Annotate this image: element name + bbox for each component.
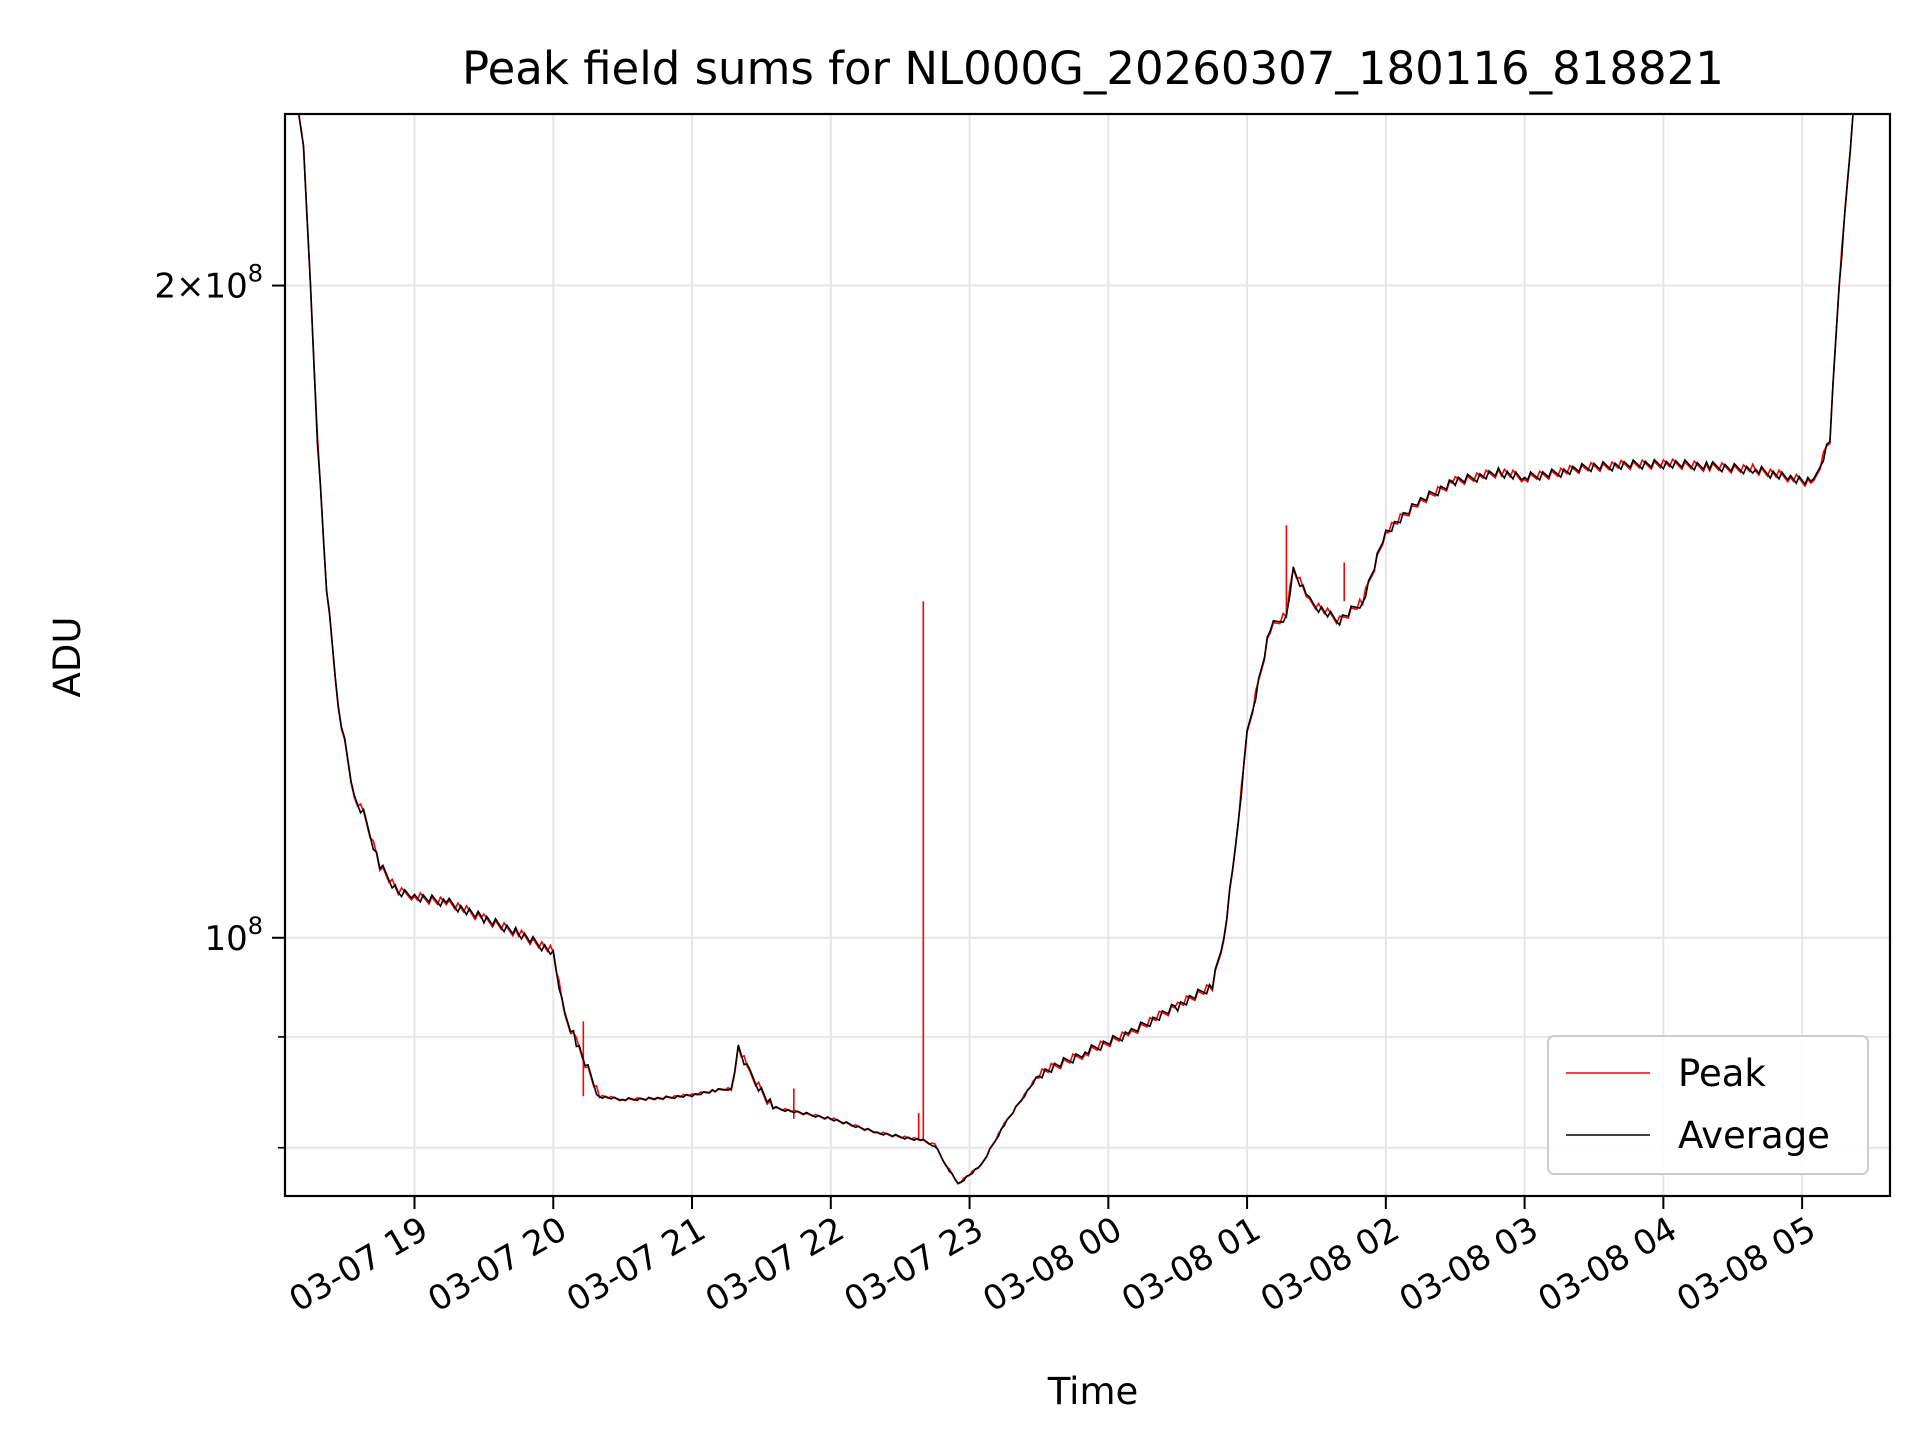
- y-axis: 108 2×108: [154, 260, 285, 1149]
- y-tick-label: 108: [204, 912, 263, 959]
- legend-box: [1547, 1035, 1869, 1175]
- plot-frame: [283, 112, 1892, 1198]
- series-line-average: [298, 114, 1854, 1185]
- y-axis-label: ADU: [46, 617, 89, 698]
- y-tick-label: 2×108: [154, 260, 263, 307]
- grid: [285, 114, 1890, 1196]
- legend: Peak Average: [1547, 1035, 1869, 1175]
- plot-lines: [298, 114, 1854, 1185]
- chart-title: Peak field sums for NL000G_20260307_1801…: [462, 42, 1724, 95]
- legend-label: Peak: [1678, 1052, 1766, 1095]
- legend-label: Average: [1678, 1114, 1830, 1157]
- x-axis-label: Time: [1047, 1370, 1139, 1413]
